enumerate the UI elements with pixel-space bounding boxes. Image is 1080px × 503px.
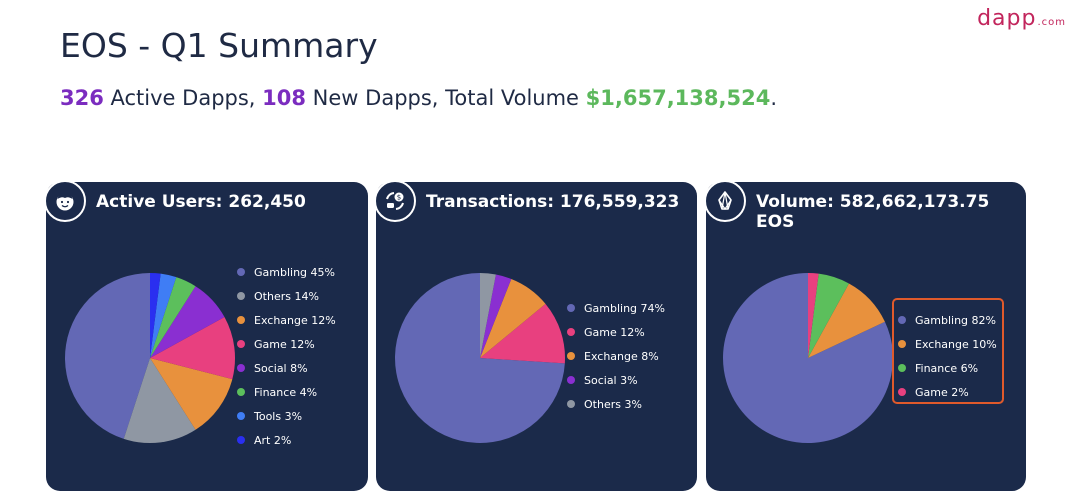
page-title: EOS - Q1 Summary: [60, 26, 378, 65]
legend-label-tools: Tools 3%: [254, 409, 303, 423]
pie-slice-gambling: [395, 273, 565, 443]
summary-line: 326 Active Dapps, 108 New Dapps, Total V…: [60, 86, 777, 110]
summary-period: .: [770, 86, 778, 110]
volume-title: Volume: 582,662,173.75 EOS: [756, 192, 990, 232]
legend-label-exchange: Exchange 12%: [254, 313, 336, 327]
legend-item-social: Social 8%: [237, 356, 336, 380]
legend-dot-finance: [237, 388, 245, 396]
total-volume-value: $1,657,138,524: [585, 86, 771, 110]
legend-item-others: Others 3%: [567, 392, 665, 416]
legend-dot-gambling: [898, 316, 906, 324]
pie-slice-others: [123, 358, 196, 443]
legend-item-art: Art 2%: [237, 428, 336, 452]
active-users-legend: Gambling 45% Others 14% Exchange 12% Game 1…: [237, 260, 336, 452]
active-dapps-count: 326: [60, 86, 104, 110]
legend-item-finance: Finance 6%: [898, 356, 997, 380]
legend-item-gambling: Gambling 74%: [567, 296, 665, 320]
legend-label-social: Social 8%: [254, 361, 308, 375]
legend-label-finance: Finance 6%: [915, 361, 979, 375]
legend-dot-gambling: [237, 268, 245, 276]
legend-dot-game: [567, 328, 575, 336]
legend-dot-game: [237, 340, 245, 348]
legend-item-exchange: Exchange 10%: [898, 332, 997, 356]
transactions-card: $ Transactions: 176,559,323 Gambling 74%…: [374, 180, 697, 491]
volume-pie: [723, 273, 893, 443]
legend-dot-exchange: [898, 340, 906, 348]
legend-label-others: Others 14%: [254, 289, 319, 303]
legend-label-gambling: Gambling 82%: [915, 313, 996, 327]
legend-label-art: Art 2%: [254, 433, 292, 447]
transactions-title: Transactions: 176,559,323: [426, 192, 680, 212]
legend-label-game: Game 12%: [584, 325, 645, 339]
dapp-logo: dapp .com: [977, 6, 1066, 31]
legend-item-finance: Finance 4%: [237, 380, 336, 404]
legend-dot-exchange: [237, 316, 245, 324]
active-users-pie: [65, 273, 235, 443]
pie-slice-game: [808, 273, 819, 358]
pie-slice-gambling: [65, 273, 150, 439]
legend-label-others: Others 3%: [584, 397, 642, 411]
pie-slice-art: [150, 273, 161, 358]
legend-item-game: Game 2%: [898, 380, 997, 404]
legend-label-gambling: Gambling 45%: [254, 265, 335, 279]
active-dapps-label: Active Dapps,: [103, 86, 263, 110]
legend-item-tools: Tools 3%: [237, 404, 336, 428]
legend-dot-others: [567, 400, 575, 408]
pie-slice-exchange: [480, 278, 546, 358]
logo-suffix: .com: [1037, 17, 1066, 28]
legend-label-exchange: Exchange 8%: [584, 349, 659, 363]
legend-item-gambling: Gambling 82%: [898, 308, 997, 332]
pie-slice-finance: [808, 273, 849, 358]
legend-dot-tools: [237, 412, 245, 420]
logo-text: dapp: [977, 6, 1037, 31]
legend-dot-exchange: [567, 352, 575, 360]
pie-slice-finance: [150, 277, 196, 358]
legend-label-gambling: Gambling 74%: [584, 301, 665, 315]
legend-item-exchange: Exchange 8%: [567, 344, 665, 368]
legend-dot-gambling: [567, 304, 575, 312]
svg-text:$: $: [397, 194, 401, 202]
face-icon: [44, 180, 86, 222]
legend-dot-social: [567, 376, 575, 384]
legend-dot-game: [898, 388, 906, 396]
eos-icon: [704, 180, 746, 222]
legend-item-game: Game 12%: [567, 320, 665, 344]
legend-label-game: Game 12%: [254, 337, 315, 351]
legend-dot-finance: [898, 364, 906, 372]
legend-item-social: Social 3%: [567, 368, 665, 392]
pie-slice-others: [480, 273, 496, 358]
new-dapps-count: 108: [262, 86, 306, 110]
legend-item-exchange: Exchange 12%: [237, 308, 336, 332]
active-users-title: Active Users: 262,450: [96, 192, 306, 212]
legend-item-game: Game 12%: [237, 332, 336, 356]
legend-item-gambling: Gambling 45%: [237, 260, 336, 284]
active-users-card: Active Users: 262,450 Gambling 45% Others…: [44, 180, 368, 491]
legend-label-finance: Finance 4%: [254, 385, 318, 399]
legend-label-exchange: Exchange 10%: [915, 337, 997, 351]
new-dapps-label: New Dapps, Total Volume: [306, 86, 586, 110]
pie-slice-exchange: [150, 358, 233, 430]
legend-label-social: Social 3%: [584, 373, 638, 387]
legend-label-game: Game 2%: [915, 385, 969, 399]
legend-dot-others: [237, 292, 245, 300]
legend-item-others: Others 14%: [237, 284, 336, 308]
pie-slice-tools: [150, 273, 177, 358]
pie-slice-social: [150, 286, 225, 358]
volume-legend: Gambling 82% Exchange 10% Finance 6% Game 2…: [898, 308, 997, 404]
legend-dot-social: [237, 364, 245, 372]
legend-highlight-box: [892, 298, 1004, 404]
transaction-icon: $: [374, 180, 416, 222]
volume-card: Volume: 582,662,173.75 EOS Gambling 82% E…: [704, 180, 1026, 491]
pie-slice-game: [480, 303, 565, 364]
legend-dot-art: [237, 436, 245, 444]
pie-slice-exchange: [808, 283, 885, 358]
transactions-pie: [395, 273, 565, 443]
pie-slice-social: [480, 274, 512, 358]
pie-slice-game: [150, 317, 235, 380]
transactions-legend: Gambling 74% Game 12% Exchange 8% Social 3%…: [567, 296, 665, 416]
